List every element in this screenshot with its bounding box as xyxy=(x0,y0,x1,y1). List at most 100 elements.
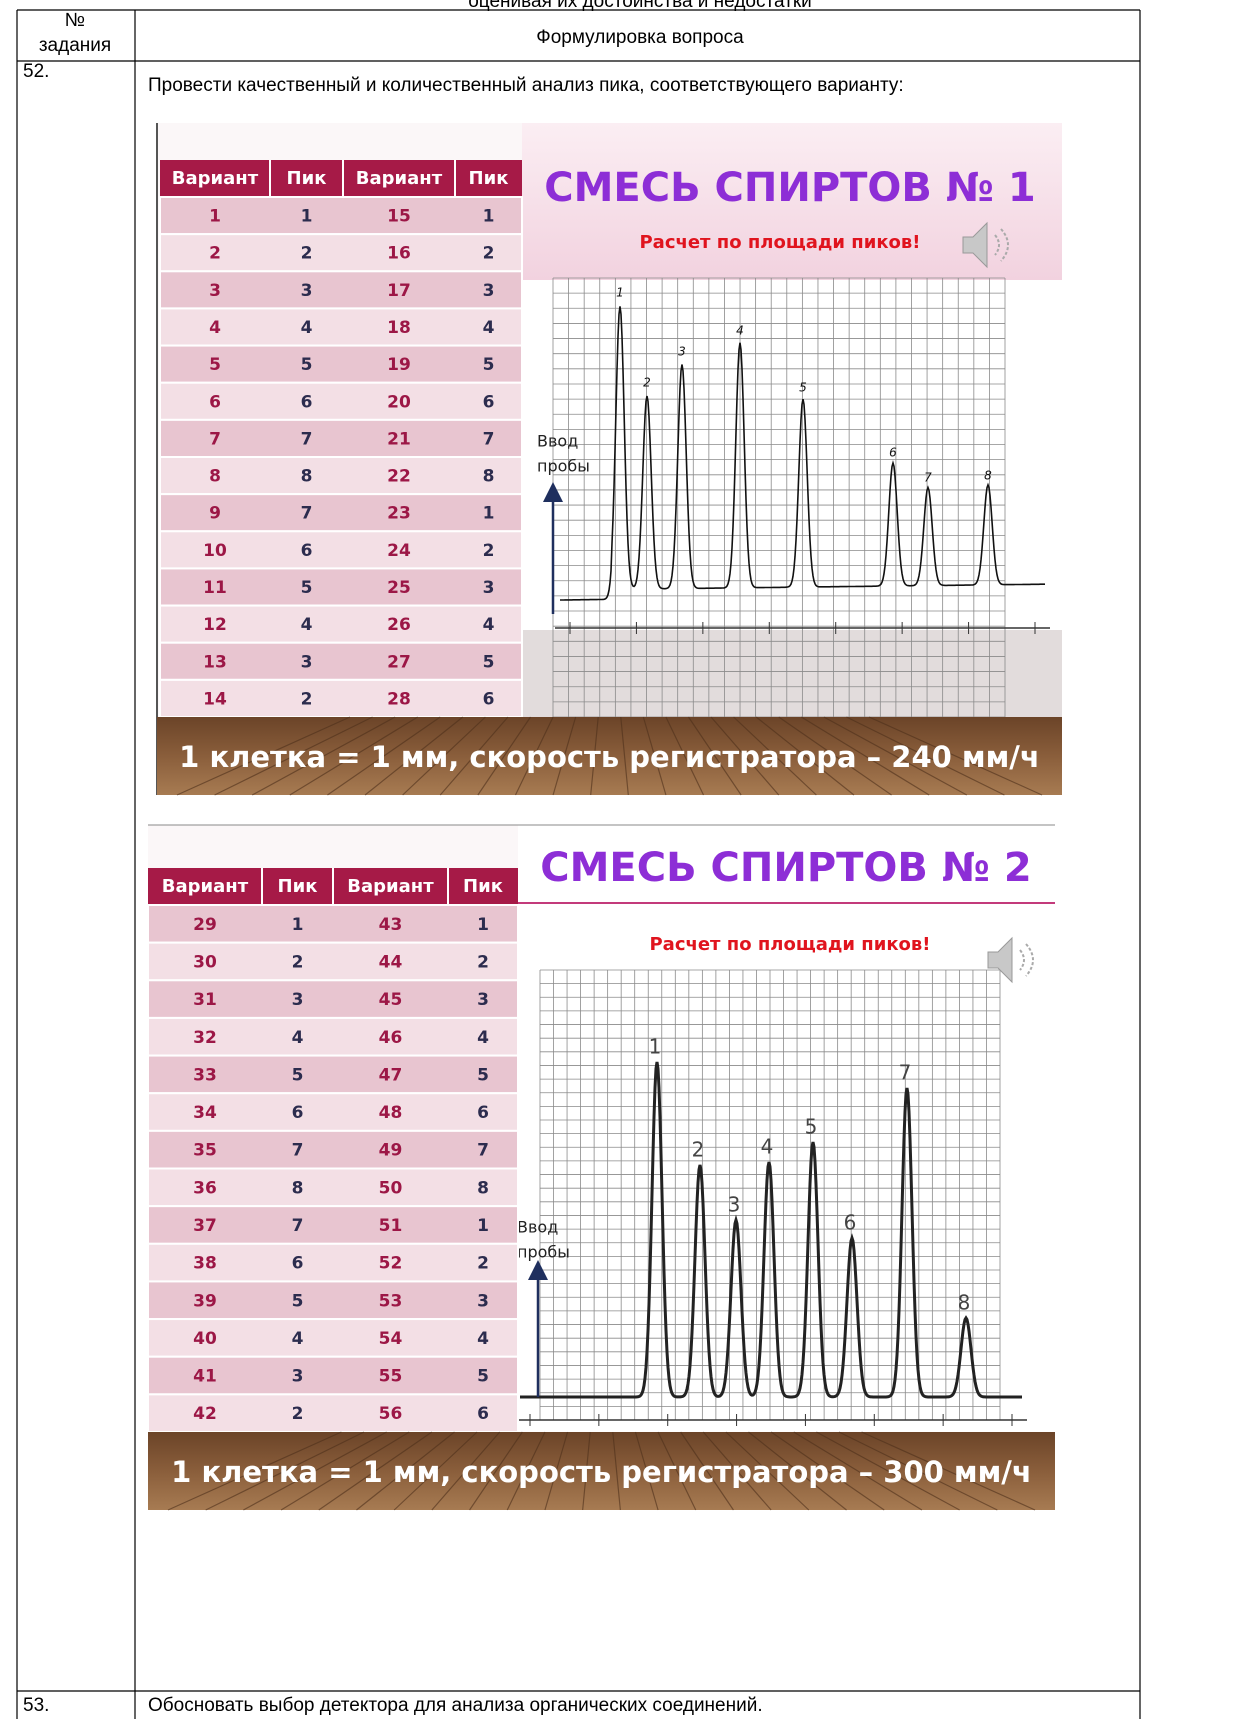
table-cell: 5 xyxy=(301,578,313,598)
table-cell: 1 xyxy=(477,915,489,935)
table-cell: 54 xyxy=(379,1329,403,1349)
table-header-cell: Пик xyxy=(469,168,509,189)
table-cell: 3 xyxy=(209,281,221,301)
peak-label: 4 xyxy=(736,324,744,338)
table-cell: 50 xyxy=(379,1178,403,1198)
table-cell: 2 xyxy=(477,952,489,972)
table-cell: 37 xyxy=(193,1216,217,1236)
peak-label: 8 xyxy=(984,469,992,483)
table-cell: 34 xyxy=(193,1103,217,1123)
table-cell: 7 xyxy=(477,1141,489,1161)
injection-label: пробы xyxy=(517,1243,570,1262)
table-cell: 16 xyxy=(387,244,411,264)
slide-footer: 1 клетка = 1 мм, скорость регистратора –… xyxy=(179,740,1040,774)
table-cell: 55 xyxy=(379,1367,403,1387)
table-cell: 1 xyxy=(477,1216,489,1236)
table-header-cell: Пик xyxy=(287,168,327,189)
table-header-cell: Вариант xyxy=(172,168,259,189)
header-question: Формулировка вопроса xyxy=(536,27,744,48)
table-cell: 2 xyxy=(301,244,313,264)
table-cell: 6 xyxy=(477,1103,489,1123)
table-cell: 18 xyxy=(387,318,411,338)
peak-label: 7 xyxy=(899,1061,912,1085)
table-cell: 5 xyxy=(292,1065,304,1085)
table-cell: 27 xyxy=(387,652,411,672)
table-cell: 6 xyxy=(292,1103,304,1123)
table-cell: 6 xyxy=(301,392,313,412)
table-cell: 52 xyxy=(379,1254,403,1274)
table-cell: 48 xyxy=(379,1103,403,1123)
table-cell: 8 xyxy=(209,467,221,487)
table-cell: 53 xyxy=(379,1291,403,1311)
slide-subtitle: Расчет по площади пиков! xyxy=(649,934,930,955)
table-cell: 5 xyxy=(209,355,221,375)
table-header-cell: Пик xyxy=(463,876,503,897)
slide-subtitle: Расчет по площади пиков! xyxy=(639,232,920,253)
page: оценивая их достоинства и недостатки № з… xyxy=(0,0,1247,1719)
table-cell: 43 xyxy=(379,915,403,935)
slide-title: СМЕСЬ СПИРТОВ № 1 xyxy=(544,165,1035,211)
table-cell: 8 xyxy=(292,1178,304,1198)
table-cell: 17 xyxy=(387,281,411,301)
table-cell: 6 xyxy=(301,541,313,561)
table-cell: 2 xyxy=(477,1254,489,1274)
table-cell: 5 xyxy=(477,1065,489,1085)
table-cell: 5 xyxy=(477,1367,489,1387)
table-cell: 8 xyxy=(477,1178,489,1198)
table-cell: 5 xyxy=(301,355,313,375)
table-cell: 3 xyxy=(477,990,489,1010)
table-cell: 32 xyxy=(193,1028,217,1048)
table-cell: 5 xyxy=(483,652,495,672)
table-cell: 4 xyxy=(477,1028,489,1048)
table-cell: 22 xyxy=(387,467,411,487)
table-cell: 28 xyxy=(387,689,411,709)
table-cell: 6 xyxy=(477,1404,489,1424)
table-cell: 5 xyxy=(292,1291,304,1311)
table-cell: 7 xyxy=(209,429,221,449)
table-cell: 33 xyxy=(193,1065,217,1085)
slide-footer: 1 клетка = 1 мм, скорость регистратора –… xyxy=(171,1455,1032,1489)
row-question: Обосновать выбор детектора для анализа о… xyxy=(148,1695,763,1716)
table-cell: 6 xyxy=(483,689,495,709)
table-cell: 10 xyxy=(203,541,227,561)
slide-title: СМЕСЬ СПИРТОВ № 2 xyxy=(540,845,1031,891)
table-cell: 6 xyxy=(209,392,221,412)
peak-label: 2 xyxy=(643,376,651,390)
table-cell: 40 xyxy=(193,1329,217,1349)
table-cell: 29 xyxy=(193,915,217,935)
document: оценивая их достоинства и недостатки № з… xyxy=(0,0,1247,1719)
table-cell: 23 xyxy=(387,504,411,524)
slide: Вводпробы12345678ВариантПикВариантПик111… xyxy=(157,123,1062,795)
table-cell: 4 xyxy=(477,1329,489,1349)
table-cell: 1 xyxy=(209,207,221,227)
table-cell: 7 xyxy=(292,1216,304,1236)
table-cell: 13 xyxy=(203,652,227,672)
table-cell: 2 xyxy=(483,541,495,561)
table-cell: 15 xyxy=(387,207,411,227)
chart-lower-band xyxy=(522,630,1062,717)
table-cell: 3 xyxy=(483,281,495,301)
peak-label: 8 xyxy=(958,1291,971,1315)
peak-label: 7 xyxy=(924,471,932,485)
table-cell: 2 xyxy=(292,1404,304,1424)
peak-label: 3 xyxy=(728,1193,741,1217)
table-cell: 5 xyxy=(483,355,495,375)
table-cell: 1 xyxy=(301,207,313,227)
table-cell: 45 xyxy=(379,990,403,1010)
table-cell: 19 xyxy=(387,355,411,375)
table-cell: 30 xyxy=(193,952,217,972)
header-number: № xyxy=(65,10,85,31)
table-cell: 1 xyxy=(292,915,304,935)
table-header-cell: Пик xyxy=(278,876,318,897)
table-cell: 4 xyxy=(483,615,495,635)
table-cell: 47 xyxy=(379,1065,403,1085)
table-cell: 36 xyxy=(193,1178,217,1198)
table-cell: 4 xyxy=(292,1028,304,1048)
table-cell: 4 xyxy=(301,318,313,338)
table-cell: 6 xyxy=(483,392,495,412)
row-number: 53. xyxy=(23,1695,49,1716)
table-cell: 1 xyxy=(483,504,495,524)
table-cell: 39 xyxy=(193,1291,217,1311)
table-cell: 4 xyxy=(483,318,495,338)
table-cell: 3 xyxy=(477,1291,489,1311)
